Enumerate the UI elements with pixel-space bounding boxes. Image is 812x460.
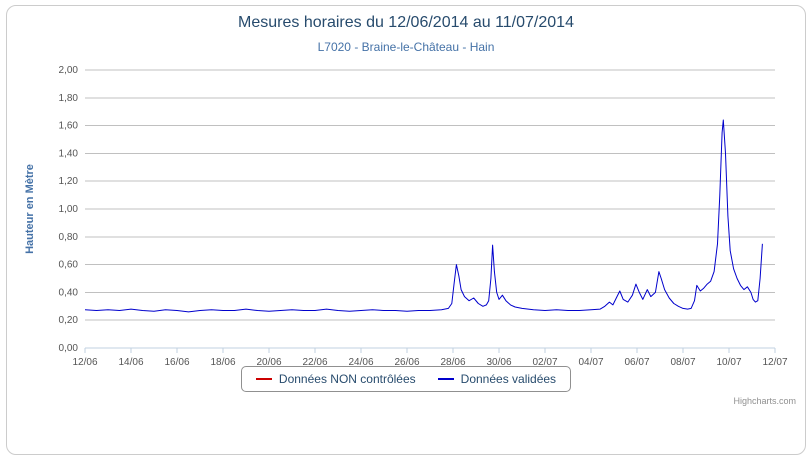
y-tick-label: 1,20 [59, 176, 79, 187]
chart-subtitle: L7020 - Braine-le-Château - Hain [317, 40, 495, 54]
x-tick-label: 04/07 [578, 357, 603, 368]
x-tick-label: 26/06 [394, 357, 419, 368]
y-tick-label: 0,80 [59, 232, 79, 243]
x-tick-label: 20/06 [256, 357, 281, 368]
x-tick-label: 24/06 [348, 357, 373, 368]
x-tick-label: 30/06 [486, 357, 511, 368]
legend-item[interactable]: Données NON contrôlées [255, 372, 416, 386]
highcharts-credit[interactable]: Highcharts.com [733, 396, 796, 406]
chart-title: Mesures horaires du 12/06/2014 au 11/07/… [238, 14, 574, 31]
legend-row: Données NON contrôlées Données validées [0, 366, 812, 392]
legend-label: Données validées [460, 372, 557, 386]
x-tick-label: 22/06 [302, 357, 327, 368]
x-tick-label: 16/06 [164, 357, 189, 368]
x-tick-label: 12/07 [762, 357, 787, 368]
legend-label: Données NON contrôlées [278, 372, 416, 386]
y-tick-label: 1,00 [59, 204, 79, 215]
legend-item[interactable]: Données validées [437, 372, 557, 386]
x-tick-label: 02/07 [532, 357, 557, 368]
x-tick-label: 06/07 [624, 357, 649, 368]
y-tick-label: 0,00 [59, 343, 79, 354]
x-tick-label: 28/06 [440, 357, 465, 368]
y-tick-label: 1,40 [59, 148, 79, 159]
y-tick-label: 0,20 [59, 315, 79, 326]
x-tick-label: 12/06 [72, 357, 97, 368]
legend: Données NON contrôlées Données validées [240, 366, 572, 392]
y-tick-label: 2,00 [59, 65, 79, 76]
x-tick-label: 08/07 [670, 357, 695, 368]
series-line-1[interactable] [84, 119, 763, 313]
legend-swatch [437, 378, 454, 380]
y-tick-label: 1,80 [59, 93, 79, 104]
x-tick-label: 10/07 [716, 357, 741, 368]
x-tick-label: 14/06 [118, 357, 143, 368]
y-tick-label: 1,60 [59, 121, 79, 132]
y-tick-label: 0,60 [59, 260, 79, 271]
y-tick-label: 0,40 [59, 287, 79, 298]
x-tick-label: 18/06 [210, 357, 235, 368]
legend-swatch [255, 378, 272, 380]
